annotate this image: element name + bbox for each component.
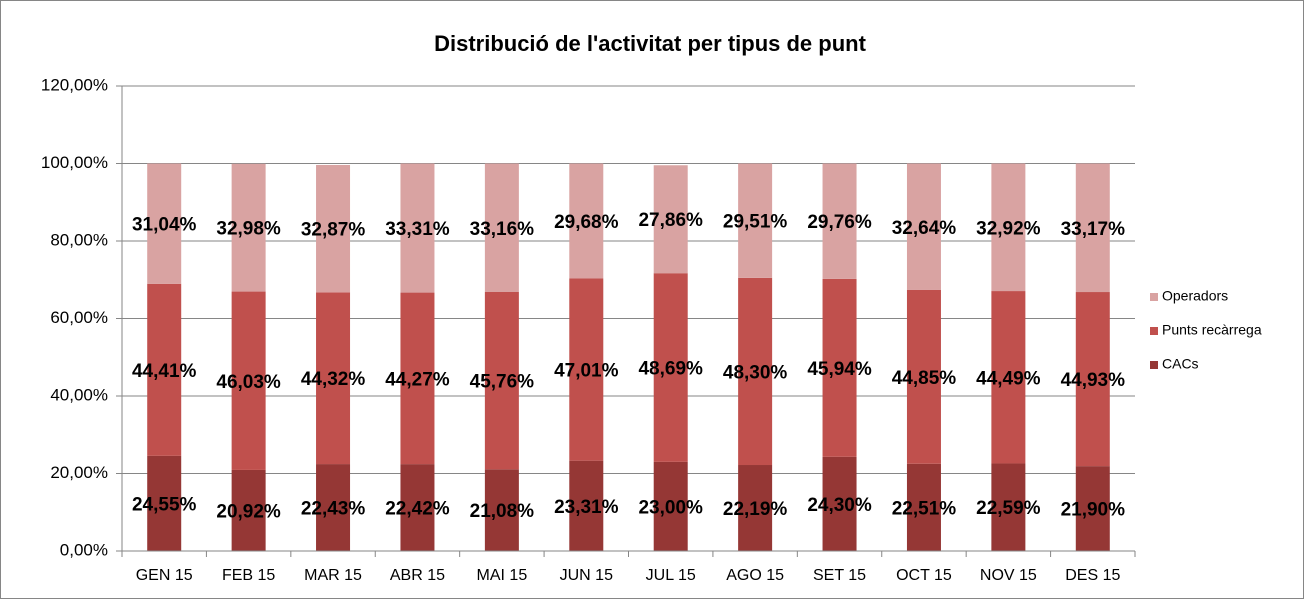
data-label: 21,08% [470, 501, 535, 522]
data-label: 44,32% [301, 369, 366, 390]
bar-segment [906, 463, 941, 551]
legend-label: CACs [1162, 356, 1199, 372]
y-tick-label: 60,00% [50, 308, 108, 327]
data-label: 32,64% [892, 218, 957, 239]
bar-segment [316, 292, 351, 465]
x-tick-label: JUN 15 [560, 567, 613, 584]
x-tick-label: ABR 15 [390, 567, 445, 584]
x-tick-label: OCT 15 [896, 567, 952, 584]
bar-segment [569, 163, 604, 279]
data-label: 21,90% [1061, 500, 1126, 521]
x-tick-label: JUL 15 [646, 567, 696, 584]
legend-label: Punts recàrrega [1162, 322, 1262, 338]
data-label: 44,85% [892, 368, 957, 389]
legend-swatch [1150, 361, 1158, 369]
bar-segment [484, 291, 519, 470]
bar-segment [1075, 163, 1110, 293]
data-label: 23,31% [554, 497, 619, 518]
data-label: 45,76% [470, 372, 535, 393]
bar-segment [738, 277, 773, 466]
data-label: 44,27% [385, 369, 450, 390]
data-label: 29,68% [554, 212, 619, 233]
data-label: 20,92% [216, 501, 281, 522]
y-tick-label: 80,00% [50, 230, 108, 249]
bar-segment [484, 163, 519, 292]
x-tick-label: MAI 15 [477, 567, 528, 584]
data-label: 33,31% [385, 219, 450, 240]
bar-segment [1075, 466, 1110, 551]
data-label: 32,98% [216, 219, 281, 240]
x-tick-label: AGO 15 [726, 567, 784, 584]
y-tick-label: 20,00% [50, 463, 108, 482]
bar-segment [906, 163, 941, 290]
data-label: 44,41% [132, 361, 197, 382]
data-label: 22,42% [385, 499, 450, 520]
x-tick-label: DES 15 [1065, 567, 1120, 584]
bar-segment [653, 273, 688, 462]
data-label: 44,49% [976, 368, 1041, 389]
data-label: 32,87% [301, 220, 366, 241]
bar-segment [653, 165, 688, 274]
bar-segment [400, 163, 435, 293]
data-label: 22,43% [301, 499, 366, 520]
data-label: 44,93% [1061, 370, 1126, 391]
bar-segment [231, 291, 266, 470]
bar-segment [991, 291, 1026, 464]
bar-segment [1075, 292, 1110, 467]
data-label: 31,04% [132, 215, 197, 236]
legend-swatch [1150, 293, 1158, 301]
x-tick-label: FEB 15 [222, 567, 275, 584]
bar-segment [484, 469, 519, 551]
x-tick-label: GEN 15 [136, 567, 193, 584]
data-label: 48,69% [638, 359, 703, 380]
bar-segment [822, 456, 857, 551]
bar-segment [822, 163, 857, 279]
data-label: 48,30% [723, 362, 788, 383]
data-label: 24,30% [807, 495, 872, 516]
bar-segment [906, 289, 941, 464]
bar-segment [400, 292, 435, 465]
x-tick-label: SET 15 [813, 567, 866, 584]
data-label: 22,51% [892, 498, 957, 519]
bar-segment [991, 463, 1026, 551]
bar-segment [316, 164, 351, 293]
y-tick-label: 40,00% [50, 385, 108, 404]
bar-segment [400, 464, 435, 551]
bar-segment [231, 469, 266, 551]
data-label: 23,00% [638, 497, 703, 518]
x-tick-label: NOV 15 [980, 567, 1037, 584]
bar-segment [147, 455, 182, 551]
data-label: 29,51% [723, 212, 788, 233]
bar-segment [569, 278, 604, 461]
data-label: 29,76% [807, 212, 872, 233]
x-tick-label: MAR 15 [304, 567, 362, 584]
data-label: 32,92% [976, 218, 1041, 239]
bar-segment [316, 464, 351, 551]
data-label: 46,03% [216, 372, 281, 393]
bar-segment [822, 278, 857, 457]
bar-segment [738, 465, 773, 551]
legend-label: Operadors [1162, 288, 1228, 304]
data-label: 22,19% [723, 499, 788, 520]
y-tick-label: 0,00% [60, 540, 108, 559]
bar-segment [147, 163, 182, 284]
data-label: 47,01% [554, 361, 619, 382]
data-label: 33,16% [470, 219, 535, 240]
bar-segment [653, 461, 688, 551]
data-label: 33,17% [1061, 219, 1126, 240]
legend-swatch [1150, 327, 1158, 335]
y-tick-label: 120,00% [41, 75, 108, 94]
data-label: 22,59% [976, 498, 1041, 519]
data-label: 27,86% [638, 210, 703, 231]
bar-segment [147, 283, 182, 456]
data-label: 45,94% [807, 359, 872, 380]
y-tick-label: 100,00% [41, 153, 108, 172]
chart-title: Distribució de l'activitat per tipus de … [434, 31, 867, 56]
bar-segment [738, 163, 773, 278]
bar-segment [991, 163, 1026, 292]
bar-segment [569, 460, 604, 551]
data-label: 24,55% [132, 494, 197, 515]
bar-segment [231, 163, 266, 292]
